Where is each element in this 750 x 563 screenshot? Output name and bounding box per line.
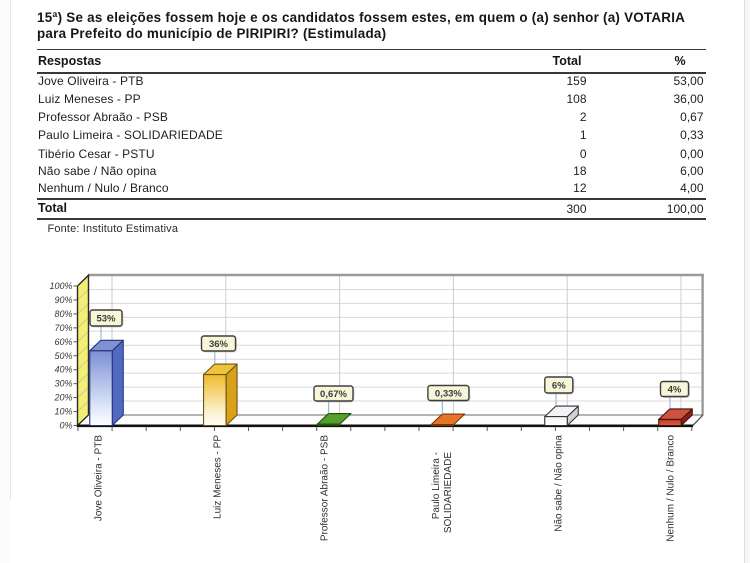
svg-text:50%: 50% bbox=[54, 351, 72, 361]
svg-text:Professor Abraão - PSB: Professor Abraão - PSB bbox=[319, 435, 330, 541]
svg-text:100%: 100% bbox=[49, 281, 72, 291]
svg-text:6%: 6% bbox=[552, 381, 566, 392]
svg-text:90%: 90% bbox=[54, 295, 72, 305]
svg-text:0%: 0% bbox=[59, 421, 72, 431]
svg-text:20%: 20% bbox=[53, 393, 72, 403]
svg-text:Nenhum / Nulo / Branco: Nenhum / Nulo / Branco bbox=[665, 435, 676, 542]
svg-text:Não sabe / Não opina: Não sabe / Não opina bbox=[553, 435, 564, 532]
svg-text:40%: 40% bbox=[54, 365, 72, 375]
svg-text:80%: 80% bbox=[54, 309, 72, 319]
svg-text:53%: 53% bbox=[96, 314, 116, 325]
svg-text:0,67%: 0,67% bbox=[320, 389, 347, 400]
svg-text:Paulo Limeira -: Paulo Limeira - bbox=[431, 452, 442, 519]
svg-text:60%: 60% bbox=[54, 337, 72, 347]
svg-text:10%: 10% bbox=[54, 407, 72, 417]
svg-text:70%: 70% bbox=[54, 323, 72, 333]
svg-text:30%: 30% bbox=[54, 379, 72, 389]
svg-text:4%: 4% bbox=[668, 385, 682, 396]
svg-text:SOLIDARIEDADE: SOLIDARIEDADE bbox=[443, 452, 454, 533]
svg-text:0,33%: 0,33% bbox=[435, 389, 462, 400]
svg-text:Jove Oliveira - PTB: Jove Oliveira - PTB bbox=[93, 435, 104, 521]
svg-text:36%: 36% bbox=[209, 339, 229, 350]
svg-text:Luiz Meneses - PP: Luiz Meneses - PP bbox=[212, 435, 223, 519]
